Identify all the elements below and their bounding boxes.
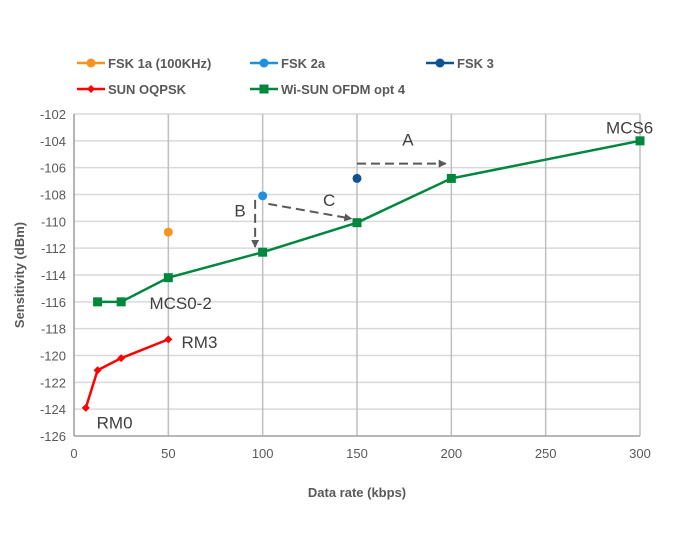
- data-point-wi-sun-ofdm-opt-4: [635, 136, 645, 146]
- arrows: [251, 159, 447, 248]
- annotations: MCS6 MCS0-2 RM3 RM0 A B C: [97, 118, 654, 432]
- data-point-wi-sun-ofdm-opt-4: [258, 247, 268, 257]
- data-point-sun-oqpsk: [117, 354, 126, 363]
- y-tick-label: -118: [41, 322, 66, 337]
- annotation-label: RM3: [182, 333, 218, 352]
- y-tick-label: -122: [40, 375, 66, 390]
- series-line-sun-oqpsk: [84, 338, 169, 409]
- arrow-c: [268, 202, 353, 222]
- legend-label: FSK 2a: [281, 56, 326, 71]
- y-tick-label: -112: [41, 241, 66, 256]
- data-point-sun-oqpsk: [164, 335, 173, 344]
- legend: FSK 1a (100KHz) FSK 2a FSK 3 SUN OQPSK Wi-SU…: [77, 56, 494, 97]
- legend-marker-sun-oqpsk: [87, 85, 95, 93]
- x-tick-label: 50: [161, 446, 175, 461]
- legend-label: SUN OQPSK: [108, 82, 187, 97]
- legend-marker-wi-sun-ofdm-opt-4: [259, 84, 269, 94]
- x-tick-label: 300: [629, 446, 651, 461]
- y-tick-label: -114: [41, 268, 66, 283]
- legend-label: FSK 3: [457, 56, 494, 71]
- y-axis-label: Sensitivity (dBm): [12, 222, 27, 328]
- annotation-label: A: [402, 130, 414, 149]
- x-tick-label: 150: [346, 446, 368, 461]
- legend-marker-fsk-1a-100khz: [86, 58, 96, 68]
- annotation-label: C: [323, 191, 335, 210]
- x-axis-label: Data rate (kbps): [308, 485, 406, 500]
- y-tick-label: -120: [40, 349, 66, 364]
- legend-label: Wi-SUN OFDM opt 4: [281, 82, 406, 97]
- data-point-sun-oqpsk: [93, 366, 102, 375]
- legend-marker-fsk-3: [435, 58, 445, 68]
- annotation-label: RM0: [97, 414, 133, 433]
- y-tick-label: -106: [40, 161, 66, 176]
- y-tick-label: -126: [40, 429, 66, 444]
- series: [81, 136, 645, 412]
- y-tick-label: -108: [40, 188, 66, 203]
- data-point-wi-sun-ofdm-opt-4: [446, 173, 456, 183]
- x-tick-label: 200: [440, 446, 462, 461]
- y-tick-label: -116: [41, 295, 66, 310]
- data-point-sun-oqpsk: [81, 403, 90, 412]
- grid: [73, 113, 641, 437]
- annotation-label: MCS6: [606, 118, 653, 137]
- data-point-fsk-3: [352, 173, 362, 183]
- y-tick-label: -104: [40, 134, 66, 149]
- data-point-fsk-2a: [258, 191, 268, 201]
- legend-marker-fsk-2a: [259, 58, 269, 68]
- legend-label: FSK 1a (100KHz): [108, 56, 211, 71]
- annotation-label: MCS0-2: [149, 294, 211, 313]
- data-point-fsk-1a-100khz: [163, 227, 173, 237]
- data-point-wi-sun-ofdm-opt-4: [163, 273, 173, 283]
- y-tick-label: -124: [40, 402, 66, 417]
- y-tick-label: -102: [40, 107, 66, 122]
- data-point-wi-sun-ofdm-opt-4: [93, 297, 103, 307]
- y-tick-label: -110: [41, 214, 66, 229]
- annotation-label: B: [234, 202, 245, 221]
- x-tick-label: 0: [70, 446, 77, 461]
- data-point-wi-sun-ofdm-opt-4: [352, 218, 362, 228]
- x-tick-label: 250: [535, 446, 557, 461]
- data-point-wi-sun-ofdm-opt-4: [116, 297, 126, 307]
- tick-labels: -102 -104 -106 -108 -110 -112 -114 -116 -118 -120…: [40, 107, 651, 461]
- x-tick-label: 100: [252, 446, 274, 461]
